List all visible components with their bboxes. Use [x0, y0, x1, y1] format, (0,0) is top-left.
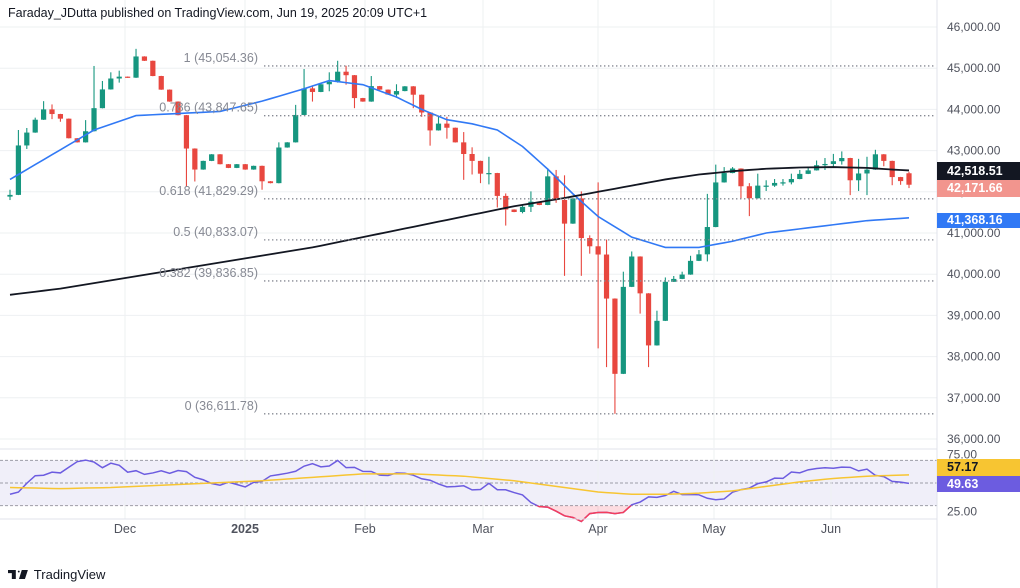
- svg-text:36,000.00: 36,000.00: [947, 432, 1001, 446]
- svg-text:0 (36,611.78): 0 (36,611.78): [185, 399, 258, 413]
- svg-text:Dec: Dec: [114, 522, 136, 536]
- svg-text:1 (45,054.36): 1 (45,054.36): [184, 51, 258, 65]
- svg-text:2025: 2025: [231, 522, 259, 536]
- svg-text:Feb: Feb: [354, 522, 376, 536]
- svg-text:May: May: [702, 522, 726, 536]
- svg-text:37,000.00: 37,000.00: [947, 391, 1001, 405]
- svg-text:Jun: Jun: [821, 522, 841, 536]
- svg-text:41,000.00: 41,000.00: [947, 226, 1001, 240]
- svg-text:0.618 (41,829.29): 0.618 (41,829.29): [159, 184, 258, 198]
- svg-text:46,000.00: 46,000.00: [947, 20, 1001, 34]
- svg-text:38,000.00: 38,000.00: [947, 350, 1001, 364]
- svg-text:0.786 (43,847.65): 0.786 (43,847.65): [159, 101, 258, 115]
- svg-text:0.382 (39,836.85): 0.382 (39,836.85): [159, 266, 258, 280]
- svg-text:Mar: Mar: [472, 522, 494, 536]
- svg-text:0.5 (40,833.07): 0.5 (40,833.07): [173, 225, 258, 239]
- svg-text:25.00: 25.00: [947, 504, 977, 518]
- svg-text:44,000.00: 44,000.00: [947, 102, 1001, 116]
- svg-text:45,000.00: 45,000.00: [947, 61, 1001, 75]
- svg-text:40,000.00: 40,000.00: [947, 267, 1001, 281]
- svg-text:Apr: Apr: [588, 522, 607, 536]
- svg-text:39,000.00: 39,000.00: [947, 308, 1001, 322]
- svg-text:43,000.00: 43,000.00: [947, 144, 1001, 158]
